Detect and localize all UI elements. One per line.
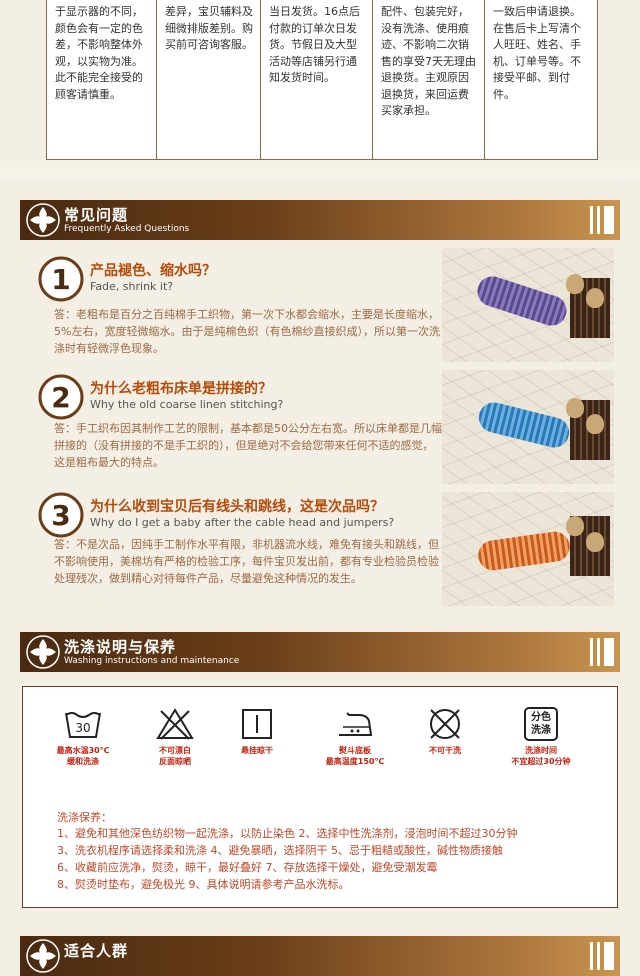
svg-text:1: 1 (51, 263, 70, 296)
faq-question: 为什么老粗布床单是拼接的？ (90, 381, 272, 397)
wash-caption: 悬挂晾干 (241, 746, 273, 755)
faq-question-en: Fade, shrink it? (90, 280, 174, 293)
iron-icon (339, 712, 373, 736)
wash-caption: 不可干洗 (429, 746, 461, 755)
policy-cell: 差异，宝贝辅料及 细微排版差别。购 买前可咨询客服。 (157, 0, 261, 159)
policy-table: 于显示器的不同， 颜色会有一定的色 差，不影响整体外 观，以实物为准。 此不能完… (46, 0, 598, 160)
section-subtitle: Washing instructions and maintenance (64, 656, 240, 666)
background-band (0, 160, 640, 180)
number-badge-icon: 1 (38, 256, 84, 302)
wash-icon-item: 不可漂白 反面晾晒 (135, 707, 215, 767)
section-title: 适合人群 (64, 942, 129, 960)
washing-instructions-box: 30 最高水温30℃ 缓和洗涤 不可漂白 反面晾晒 悬挂晾干 熨斗底板 最高温度… (22, 686, 618, 908)
wash-icon-item: 不可干洗 (405, 707, 485, 756)
faq-question: 为什么收到宝贝后有线头和跳线，这是次品吗？ (90, 499, 384, 515)
svg-text:2: 2 (51, 381, 70, 414)
decor-bars (590, 638, 614, 666)
hang-dry-icon (242, 709, 272, 739)
no-bleach-icon (156, 708, 194, 740)
care-line: 8、熨烫时垫布，避免极光 9、具体说明请参考产品水洗标。 (57, 878, 350, 891)
wash-30-icon: 30 (65, 712, 101, 738)
section-subtitle: Frequently Asked Questions (64, 224, 190, 234)
product-photo (442, 248, 614, 362)
wash-icon-item: 30 最高水温30℃ 缓和洗涤 (43, 707, 123, 767)
wash-section-header: 洗涤说明与保养 Washing instructions and mainten… (20, 632, 620, 672)
faq-answer: 答：老粗布是百分之百纯棉手工织物，第一次下水都会缩水，主要是长度缩水，5%左右，… (54, 308, 440, 355)
number-badge-icon: 3 (38, 492, 84, 538)
product-photo (442, 492, 614, 606)
policy-cell: 配件、包装完好， 没有洗涤、使用痕 迹、不影响二次销 售的享受7天无理由 退换货… (373, 0, 485, 159)
faq-question-en: Why do I get a baby after the cable head… (90, 516, 395, 529)
faq-section-header: 常见问题 Frequently Asked Questions (20, 200, 620, 240)
brand-flower-icon (26, 203, 60, 237)
separate-wash-icon: 分色 洗涤 (524, 707, 558, 741)
fit-section-header: 适合人群 (20, 936, 620, 976)
brand-flower-icon (26, 635, 60, 669)
care-line: 6、收藏前应洗净，熨烫，晾干，最好叠好 7、存放选择干燥处，避免受潮发霉 (57, 861, 438, 874)
faq-answer: 答：手工织布因其制作工艺的限制，基本都是50公分左右宽。所以床单都是几幅拼接的（… (54, 422, 442, 469)
product-photo (442, 370, 614, 484)
no-dry-clean-icon (430, 709, 460, 739)
faq-answer: 答：不是次品，因纯手工制作水平有限，非机器流水线，难免有接头和跳线，但不影响使用… (54, 538, 439, 585)
svg-text:3: 3 (51, 499, 70, 532)
care-line: 1、避免和其他深色纺织物一起洗涤，以防止染色 2、选择中性洗涤剂，浸泡时间不超过… (57, 827, 518, 840)
section-title: 洗涤说明与保养 (64, 638, 177, 656)
policy-cell: 当日发货。16点后 付款的订单次日发 货。节假日及大型 活动等店铺另行通 知发货… (261, 0, 373, 159)
wash-icon-item: 熨斗底板 最高温度150℃ (315, 707, 395, 767)
wash-caption: 最高水温30℃ 缓和洗涤 (56, 746, 110, 766)
decor-bars (590, 206, 614, 234)
policy-cell: 一致后申请退换。 在售后卡上写清个 人旺旺、姓名、手 机、订单号等。不 接受平邮… (493, 5, 581, 101)
wash-caption: 熨斗底板 最高温度150℃ (325, 746, 385, 766)
decor-bars (590, 942, 614, 970)
policy-cell: 于显示器的不同， 颜色会有一定的色 差，不影响整体外 观，以实物为准。 此不能完… (47, 0, 157, 159)
brand-flower-icon (26, 939, 60, 973)
faq-question-en: Why the old coarse linen stitching? (90, 398, 284, 411)
care-title: 洗涤保养： (57, 811, 112, 824)
wash-icon-item: 分色 洗涤 洗涤时间 不宜超过30分钟 (501, 707, 581, 767)
care-line: 3、洗衣机程序请选择柔和洗涤 4、避免暴晒，选择阴干 5、忌于粗糙或酸性，碱性物… (57, 844, 503, 857)
wash-icon-item: 悬挂晾干 (217, 707, 297, 756)
svg-text:30: 30 (75, 721, 90, 735)
wash-caption: 不可漂白 反面晾晒 (159, 746, 191, 766)
section-title: 常见问题 (64, 206, 129, 224)
faq-question: 产品褪色、缩水吗？ (90, 263, 216, 279)
number-badge-icon: 2 (38, 374, 84, 420)
wash-caption: 洗涤时间 不宜超过30分钟 (511, 746, 571, 766)
